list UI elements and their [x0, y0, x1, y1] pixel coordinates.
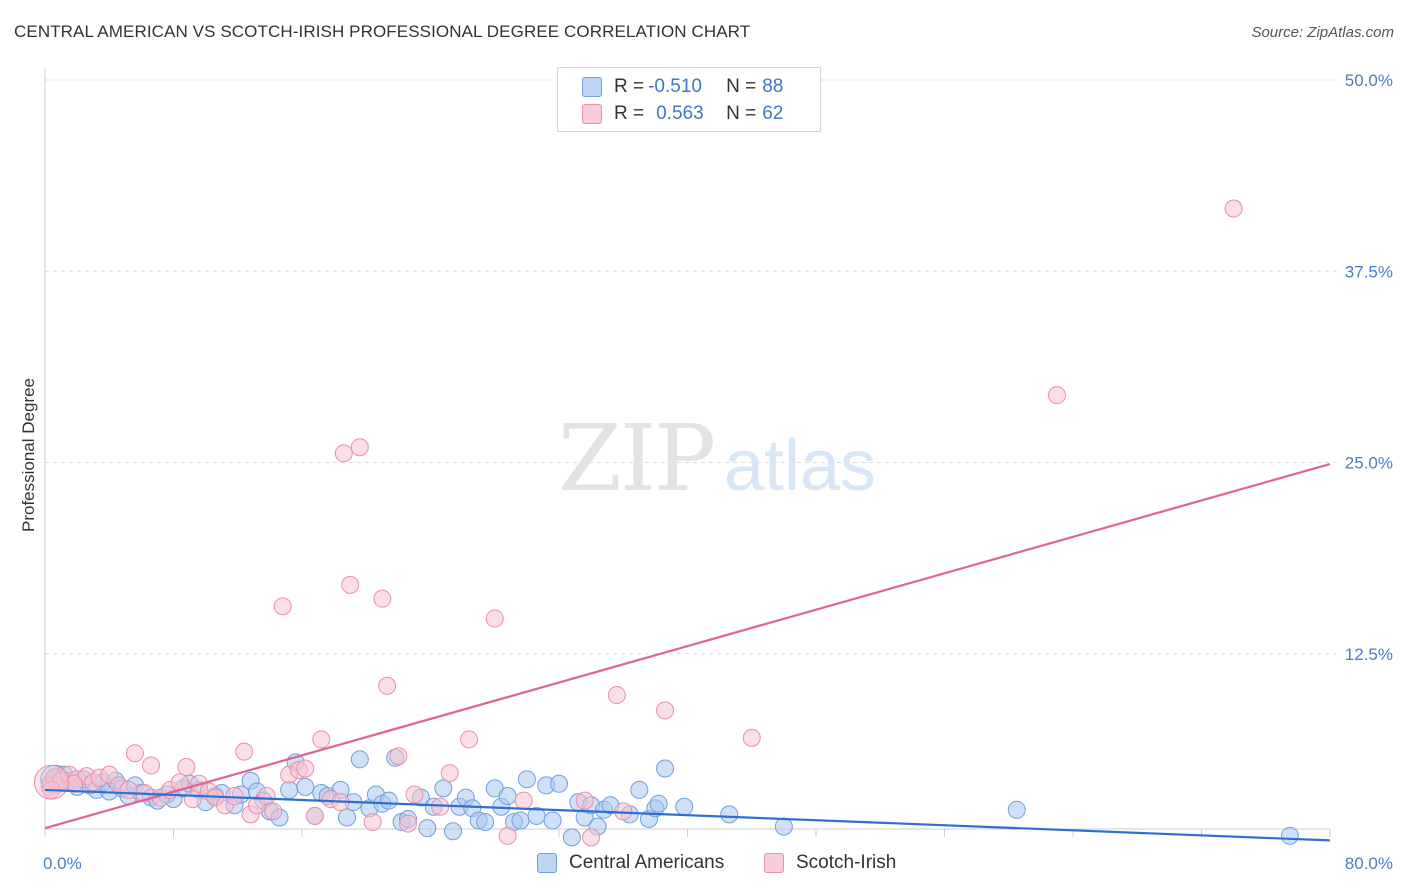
r-value: 0.563: [656, 103, 704, 124]
legend-label: Scotch-Irish: [796, 852, 897, 873]
pink-swatch: [582, 104, 602, 124]
scotch-irish-point: [296, 759, 315, 778]
y-tick-label: 25.0%: [1345, 454, 1393, 473]
r-label: R =: [614, 76, 645, 97]
source-label: Source: ZipAtlas.com: [1251, 24, 1394, 41]
scotch-irish-point: [440, 764, 459, 783]
central-americans-point: [511, 811, 530, 830]
scotch-irish-point: [373, 589, 392, 608]
scotch-irish-point: [498, 826, 517, 845]
central-americans-point: [774, 817, 793, 836]
scotch-irish-point: [399, 814, 418, 833]
tick-labels: 12.5% 25.0% 37.5% 50.0% 0.0% 80.0%: [43, 71, 1393, 873]
central-americans-point: [476, 813, 495, 832]
correlation-legend: R = -0.510 N = 88 R = 0.563 N = 62: [557, 67, 821, 132]
chart-title: CENTRAL AMERICAN VS SCOTCH-IRISH PROFESS…: [14, 22, 751, 41]
series-legend: Central Americans Scotch-Irish: [0, 852, 1406, 876]
y-tick-label: 37.5%: [1345, 262, 1393, 281]
scotch-irish-point: [125, 744, 144, 763]
central-americans-point: [379, 791, 398, 810]
scotch-irish-point: [350, 438, 369, 457]
legend-row-central-americans: R = -0.510 N = 88: [582, 75, 783, 99]
x-tick-label: 0.0%: [43, 854, 82, 873]
n-value: 62: [762, 103, 784, 124]
central-americans-point: [1280, 826, 1299, 845]
scotch-irish-point: [363, 813, 382, 832]
scotch-irish-point: [485, 609, 504, 628]
scotch-irish-point: [119, 780, 138, 799]
scotch-irish-point: [514, 791, 533, 810]
central-americans-point: [296, 777, 315, 796]
central-americans-point: [675, 797, 694, 816]
scotch-irish-point: [460, 730, 479, 749]
scotch-irish-points: [33, 199, 1243, 847]
legend-item-central-americans[interactable]: Central Americans: [537, 852, 724, 874]
central-americans-point: [630, 780, 649, 799]
trend-lines: [44, 462, 1331, 842]
central-americans-point: [649, 794, 668, 813]
scotch-irish-point: [177, 757, 196, 776]
axes: [44, 68, 1331, 837]
central-americans-point: [418, 819, 437, 838]
watermark-atlas: atlas: [724, 426, 876, 506]
scotch-irish-point: [405, 785, 424, 804]
scotch-irish-point: [264, 802, 283, 821]
central-americans-point: [434, 779, 453, 798]
blue-swatch: [537, 853, 557, 873]
scotch-irish-trend-line: [44, 462, 1331, 830]
n-label: N =: [726, 103, 757, 124]
scotch-irish-point: [378, 676, 397, 695]
legend-item-scotch-irish[interactable]: Scotch-Irish: [764, 852, 896, 874]
central-americans-point: [443, 822, 462, 841]
x-tick-label: 80.0%: [1345, 854, 1393, 873]
y-tick-label: 12.5%: [1345, 645, 1393, 664]
scotch-irish-point: [33, 764, 69, 800]
y-axis-label: Professional Degree: [19, 378, 38, 532]
scotch-irish-point: [235, 742, 254, 761]
scotch-irish-point: [312, 730, 331, 749]
n-label: N =: [726, 76, 757, 97]
legend-row-scotch-irish: R = 0.563 N = 62: [582, 102, 783, 126]
central-americans-point: [280, 780, 299, 799]
central-americans-point: [656, 759, 675, 778]
scotch-irish-point: [582, 828, 601, 847]
central-americans-point: [550, 774, 568, 793]
pink-swatch: [764, 853, 784, 873]
central-americans-point: [337, 808, 356, 827]
scotch-irish-point: [64, 774, 83, 793]
grid-lines: [45, 79, 1340, 655]
scotch-irish-point: [607, 686, 626, 705]
central-americans-point: [1007, 800, 1026, 819]
central-americans-point: [543, 811, 562, 830]
n-value: 88: [762, 76, 784, 97]
r-label: R =: [614, 103, 645, 124]
scotch-irish-point: [183, 790, 202, 809]
central-americans-point: [350, 750, 369, 769]
scotch-irish-point: [334, 444, 353, 463]
central-americans-point: [720, 805, 739, 824]
central-americans-trend-line: [44, 788, 1331, 842]
scotch-irish-point: [742, 728, 761, 747]
scotch-irish-point: [656, 701, 675, 720]
legend-label: Central Americans: [569, 852, 725, 873]
central-americans-point: [517, 770, 536, 789]
central-americans-point: [498, 787, 517, 806]
scotch-irish-point: [1047, 386, 1066, 405]
r-value: -0.510: [648, 76, 702, 97]
central-americans-point: [562, 828, 581, 847]
blue-swatch: [582, 77, 602, 97]
scotch-irish-point: [389, 747, 408, 766]
scotch-irish-point: [257, 787, 276, 806]
watermark-zip: ZIP: [558, 405, 714, 512]
y-tick-label: 50.0%: [1345, 71, 1393, 90]
scotch-irish-point: [341, 575, 360, 594]
scotch-irish-point: [305, 806, 324, 825]
scotch-irish-point: [575, 791, 594, 810]
scotch-irish-point: [273, 597, 292, 616]
scotch-irish-point: [142, 756, 161, 775]
scotch-irish-point: [1224, 199, 1243, 218]
watermark: ZIP atlas: [558, 405, 876, 512]
